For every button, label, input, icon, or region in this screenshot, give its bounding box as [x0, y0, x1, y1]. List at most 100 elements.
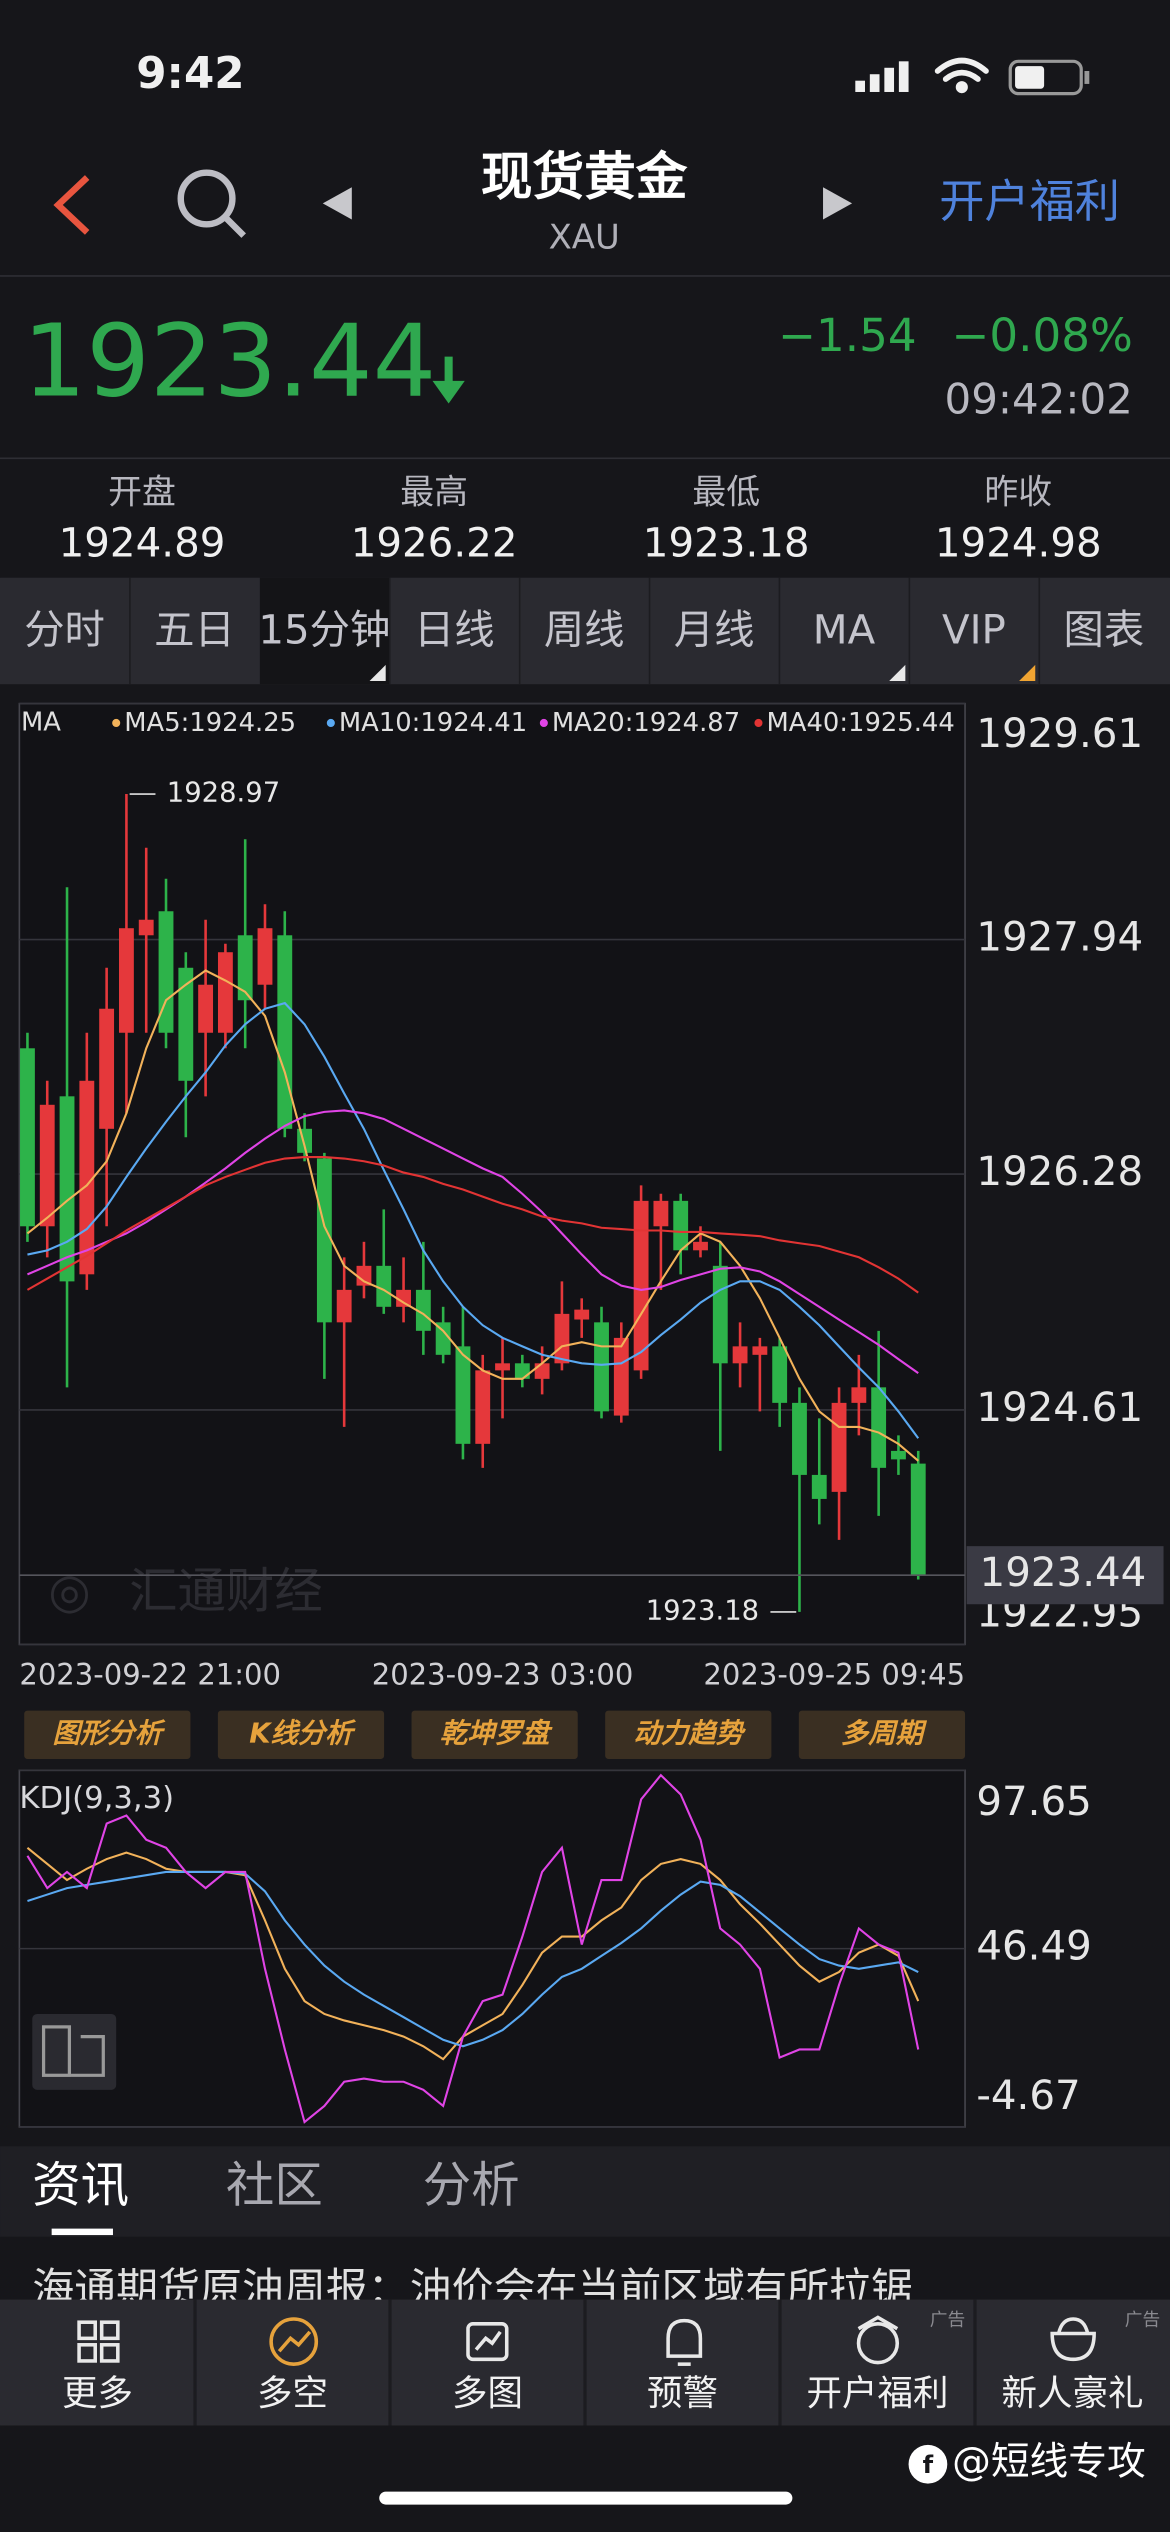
tab[interactable]: 15分钟	[258, 607, 390, 654]
tool-button[interactable]	[24, 1710, 191, 1760]
candle-body	[495, 1363, 510, 1371]
candle-body	[39, 1104, 55, 1227]
stat-value: 1926.22	[351, 519, 518, 566]
icon-longshort	[269, 2317, 319, 2366]
tab[interactable]: 五日	[154, 607, 235, 654]
legend-name: MA20:	[552, 707, 633, 737]
signal-icon	[855, 61, 909, 92]
tool-label: 动力趋势	[633, 1718, 746, 1749]
y-tick-label: 1927.94	[976, 914, 1143, 961]
candle-body	[415, 1289, 431, 1331]
y-tick-label: 1924.61	[976, 1384, 1143, 1431]
legend-item: MA5:1924.25	[124, 707, 296, 737]
legend-dot	[326, 718, 335, 728]
credit: @短线专攻	[952, 2440, 1146, 2485]
tab-corner	[889, 664, 906, 682]
next-button[interactable]	[823, 187, 853, 220]
tab[interactable]: 图表	[1063, 607, 1144, 654]
back-button[interactable]	[53, 175, 90, 235]
title: 现货黄金	[481, 148, 688, 208]
ma-line	[26, 1156, 919, 1294]
last-price-label: 1923.44	[980, 1549, 1147, 1596]
kdj-line	[26, 1846, 920, 2061]
nav-label[interactable]: 更多	[62, 2373, 133, 2414]
price: 1923.44	[23, 302, 437, 419]
candle-body	[59, 1096, 75, 1282]
prev-button[interactable]	[322, 187, 352, 220]
tab[interactable]: MA	[813, 607, 876, 654]
news-tab[interactable]: 资讯	[32, 2157, 129, 2213]
last-price-tag	[966, 1546, 1164, 1605]
candle-body	[613, 1337, 629, 1416]
tab[interactable]: VIP	[942, 607, 1006, 654]
kdj-line	[27, 1870, 919, 2048]
tool-button[interactable]	[217, 1710, 385, 1760]
candle-body	[20, 1048, 35, 1227]
credit-logo	[908, 2444, 948, 2484]
candle-body	[396, 1289, 411, 1307]
x-tick-label: 2023-09-22 21:00	[19, 1658, 281, 1692]
account-link[interactable]: 开户福利	[939, 175, 1120, 228]
rotate-button[interactable]	[32, 2013, 117, 2090]
watermark: 汇通财经	[129, 1563, 323, 1619]
legend-name: MA5:	[124, 707, 189, 737]
candle-body	[237, 935, 253, 1001]
tool-label: 多周期	[841, 1718, 928, 1749]
down-arrow	[432, 356, 465, 404]
tab[interactable]: 月线	[674, 607, 755, 654]
change-percent: −0.08%	[952, 309, 1133, 362]
candle-body	[178, 967, 194, 1081]
tool-button[interactable]	[605, 1710, 772, 1760]
candle-body	[99, 1008, 115, 1129]
tab[interactable]: 日线	[414, 607, 495, 654]
y-tick-label: 1929.61	[976, 710, 1143, 757]
status-time: 9:42	[136, 49, 244, 99]
tool-label: 乾坤罗盘	[440, 1718, 553, 1749]
legend-name: MA10:	[339, 707, 420, 737]
candle-body	[712, 1265, 728, 1364]
icon-alert	[666, 2318, 703, 2366]
tool-label: 图形分析	[52, 1718, 165, 1749]
tool-button[interactable]	[411, 1710, 578, 1760]
legend-value: 1925.44	[848, 707, 955, 737]
y-tick-label: -4.67	[976, 2072, 1080, 2119]
nav-label[interactable]: 多图	[452, 2373, 523, 2414]
candle-body	[910, 1463, 926, 1576]
candle-body	[138, 919, 154, 936]
tab[interactable]: 分时	[24, 607, 105, 654]
tool-button[interactable]	[798, 1710, 966, 1760]
ad-label: 广告	[930, 2310, 966, 2331]
tab[interactable]: 周线	[544, 607, 625, 654]
tab-bar	[0, 577, 1170, 685]
candle-body	[574, 1309, 590, 1320]
nav-label[interactable]: 多空	[257, 2373, 328, 2414]
candle-body	[316, 1158, 332, 1323]
battery-icon	[1008, 59, 1083, 96]
tab-active-bg	[259, 577, 390, 685]
candle-body	[871, 1387, 887, 1468]
home-indicator	[379, 2491, 793, 2505]
kdj-line	[26, 1773, 920, 2124]
candle-body	[811, 1474, 827, 1499]
search-button[interactable]	[177, 169, 246, 238]
watermark-logo: ◎	[48, 1563, 90, 1619]
candle-body	[534, 1363, 550, 1379]
nav-label[interactable]: 预警	[647, 2373, 718, 2414]
news-tab[interactable]: 分析	[423, 2157, 520, 2213]
candle-body	[475, 1370, 491, 1444]
kdj-title: KDJ(9,3,3)	[19, 1781, 174, 1816]
nav-label[interactable]: 新人豪礼	[1001, 2373, 1143, 2414]
candle-body	[356, 1265, 372, 1286]
candle-body	[693, 1241, 708, 1251]
news-tab[interactable]: 社区	[226, 2157, 323, 2213]
legend-item: MA10:1924.41	[339, 707, 527, 737]
candle-body	[851, 1387, 867, 1403]
stat-label: 昨收	[984, 472, 1052, 511]
stat-label: 开盘	[108, 472, 176, 511]
kdj-chart: 97.65 46.49 -4.67	[19, 1769, 1092, 2128]
nav-label[interactable]: 开户福利	[806, 2373, 948, 2414]
stat-value: 1924.98	[935, 519, 1102, 566]
legend-value: 1924.25	[189, 707, 296, 737]
